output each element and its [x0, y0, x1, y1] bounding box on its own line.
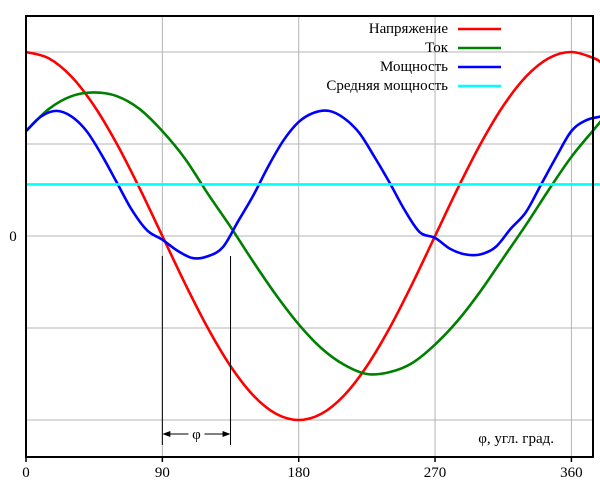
legend-label: Напряжение — [369, 21, 449, 37]
x-tick-label: 180 — [287, 465, 310, 481]
phase-arrowhead-right — [222, 431, 231, 437]
phase-annotation: φ — [161, 256, 232, 445]
axes: 0 90 180 270 360 0 — [9, 229, 582, 481]
x-tick-label: 270 — [424, 465, 447, 481]
y-tick-label: 0 — [9, 229, 17, 245]
x-tick-label: 90 — [155, 465, 170, 481]
plot-frame — [25, 15, 594, 458]
legend-label: Средняя мощность — [326, 78, 448, 94]
phase-arrowhead-left — [162, 431, 171, 437]
x-tick-label: 360 — [560, 465, 583, 481]
series-lines — [25, 50, 600, 422]
grid — [26, 16, 593, 457]
series-line-3 — [25, 109, 600, 260]
series-line-1 — [25, 50, 600, 422]
phase-label: φ — [192, 427, 201, 443]
x-tick-label: 0 — [22, 465, 30, 481]
legend: Напряжение Ток Мощность Средняя мощность — [326, 21, 501, 94]
legend-label: Мощность — [380, 59, 448, 75]
series-line-2 — [25, 91, 600, 376]
legend-label: Ток — [425, 40, 449, 56]
x-axis-label: φ, угл. град. — [478, 431, 554, 447]
